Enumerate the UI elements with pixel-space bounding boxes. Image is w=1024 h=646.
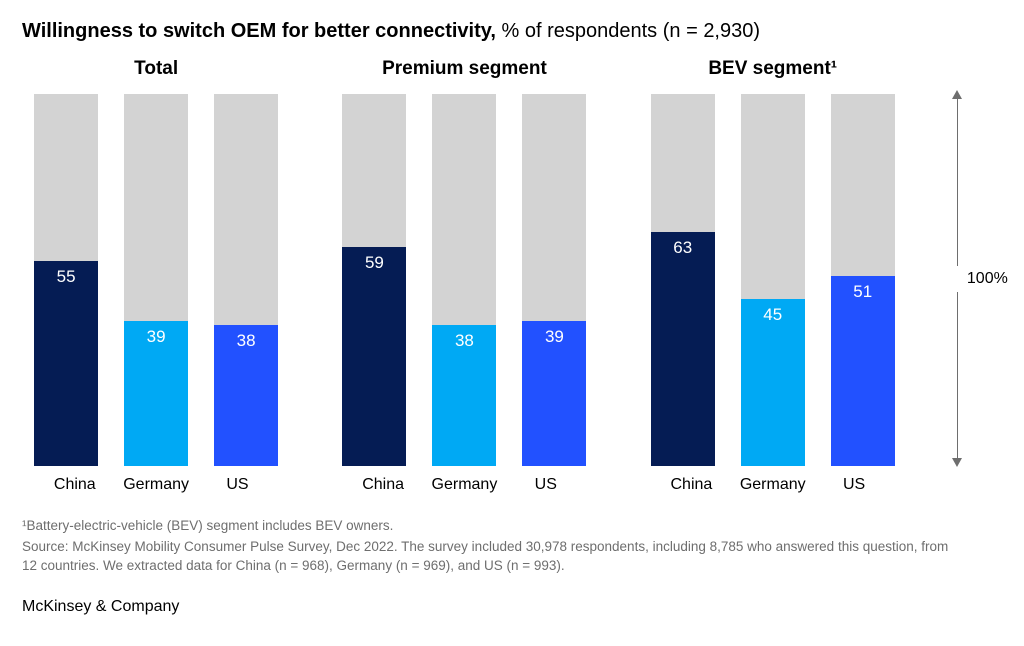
scale-line xyxy=(957,98,958,266)
x-axis-category: US xyxy=(505,476,586,494)
bar-fill: 39 xyxy=(124,321,188,466)
bar-remainder xyxy=(34,94,98,261)
footnote-1: ¹Battery-electric-vehicle (BEV) segment … xyxy=(22,516,1002,536)
xaxis: ChinaGermanyUS xyxy=(651,476,895,494)
bar-value-label: 45 xyxy=(741,305,805,325)
bar-remainder xyxy=(124,94,188,321)
bar: 55 xyxy=(34,94,98,466)
footnotes: ¹Battery-electric-vehicle (BEV) segment … xyxy=(22,516,1002,576)
attribution: McKinsey & Company xyxy=(22,598,1002,616)
bar-remainder xyxy=(214,94,278,325)
bar-remainder xyxy=(432,94,496,325)
bar-remainder xyxy=(831,94,895,276)
scale-label: 100% xyxy=(967,270,1008,288)
footnote-2a: Source: McKinsey Mobility Consumer Pulse… xyxy=(22,537,1002,557)
x-axis-category: China xyxy=(651,476,732,494)
chart-title-bold: Willingness to switch OEM for better con… xyxy=(22,20,496,42)
bar-value-label: 38 xyxy=(214,331,278,351)
x-axis-category: US xyxy=(197,476,278,494)
bar-value-label: 59 xyxy=(342,253,406,273)
chart-row: Total 553938 ChinaGermanyUS Premium segm… xyxy=(22,58,1002,494)
bar-remainder xyxy=(522,94,586,321)
bar: 38 xyxy=(214,94,278,466)
bar-value-label: 51 xyxy=(831,282,895,302)
bar-fill: 59 xyxy=(342,247,406,466)
x-axis-category: US xyxy=(813,476,894,494)
scale-arrow-down-icon xyxy=(952,458,962,467)
bar-value-label: 63 xyxy=(651,238,715,258)
x-axis-category: Germany xyxy=(424,476,505,494)
xaxis: ChinaGermanyUS xyxy=(342,476,586,494)
scale-line xyxy=(957,292,958,458)
bar-value-label: 39 xyxy=(522,327,586,347)
plot-total: 55 39 38 xyxy=(34,94,278,466)
panel-title: Total xyxy=(134,58,178,82)
bar-fill: 55 xyxy=(34,261,98,466)
bar-fill: 38 xyxy=(432,325,496,466)
bar: 38 xyxy=(432,94,496,466)
xaxis: ChinaGermanyUS xyxy=(34,476,278,494)
bar: 45 xyxy=(741,94,805,466)
plot-bev: 63 45 51 xyxy=(651,94,895,466)
scale-indicator: 100% xyxy=(955,58,1002,466)
panel-title: Premium segment xyxy=(382,58,547,82)
footnote-2b: 12 countries. We extracted data for Chin… xyxy=(22,556,1002,576)
x-axis-category: Germany xyxy=(115,476,196,494)
x-axis-category: China xyxy=(342,476,423,494)
panel-total: Total 55 39 38 ChinaGermanyUS xyxy=(22,58,290,494)
bar-remainder xyxy=(651,94,715,232)
bar-value-label: 39 xyxy=(124,327,188,347)
bar: 39 xyxy=(522,94,586,466)
bar-fill: 38 xyxy=(214,325,278,466)
bar-value-label: 55 xyxy=(34,267,98,287)
chart-title-light: % of respondents (n = 2,930) xyxy=(496,20,760,42)
x-axis-category: Germany xyxy=(732,476,813,494)
bar-value-label: 38 xyxy=(432,331,496,351)
bar: 51 xyxy=(831,94,895,466)
bar-fill: 63 xyxy=(651,232,715,466)
bar-fill: 45 xyxy=(741,299,805,466)
bar-fill: 51 xyxy=(831,276,895,466)
panel-bev: BEV segment¹ 63 45 51 ChinaGermanyUS xyxy=(639,58,907,494)
bar-remainder xyxy=(342,94,406,247)
panel-premium: Premium segment 59 38 39 ChinaGermanyUS xyxy=(330,58,598,494)
chart-title: Willingness to switch OEM for better con… xyxy=(22,18,1002,44)
bar: 59 xyxy=(342,94,406,466)
bar-fill: 39 xyxy=(522,321,586,466)
plot-premium: 59 38 39 xyxy=(342,94,586,466)
x-axis-category: China xyxy=(34,476,115,494)
bar: 39 xyxy=(124,94,188,466)
bar-remainder xyxy=(741,94,805,299)
bar: 63 xyxy=(651,94,715,466)
panel-title: BEV segment¹ xyxy=(708,58,837,82)
